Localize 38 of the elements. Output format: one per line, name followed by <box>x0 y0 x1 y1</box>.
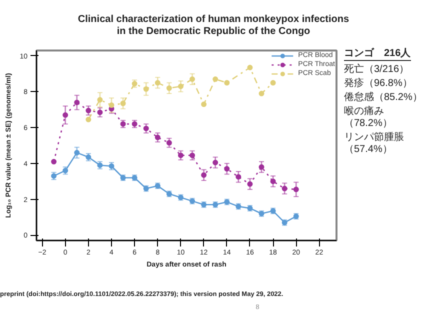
chart-title: Clinical characterization of human monkeypox infections in the Democratic Republic of the Congo <box>78 14 350 38</box>
text: コンゴ 216人 <box>344 48 411 61</box>
point <box>166 140 172 146</box>
text: 喉の痛み（78.2%） <box>344 106 394 130</box>
point <box>247 64 253 70</box>
point <box>190 76 196 82</box>
point <box>190 152 196 158</box>
point <box>201 102 207 108</box>
point <box>120 100 126 106</box>
text: 発疹（96.8%） <box>344 78 414 90</box>
point <box>74 100 80 106</box>
point <box>97 97 103 103</box>
point <box>62 112 68 118</box>
point <box>224 166 230 172</box>
point <box>282 186 288 192</box>
point <box>178 84 184 90</box>
point <box>51 158 57 164</box>
point <box>201 172 207 178</box>
point <box>224 80 230 86</box>
point <box>154 134 160 140</box>
point <box>108 102 114 108</box>
point <box>166 85 172 91</box>
text: リンパ節腫脹（57.4%） <box>344 132 405 156</box>
point <box>178 152 184 158</box>
text: 死亡（3/216） <box>344 64 410 76</box>
point <box>236 174 242 180</box>
text: 倦怠感（85.2%） <box>344 92 424 104</box>
point <box>74 150 80 156</box>
point <box>247 181 253 187</box>
point <box>212 160 218 166</box>
point <box>143 86 149 92</box>
point <box>258 164 264 170</box>
point <box>212 76 218 82</box>
point <box>154 80 160 86</box>
point <box>258 90 264 96</box>
point <box>293 186 299 192</box>
point <box>270 178 276 184</box>
point <box>270 80 276 86</box>
